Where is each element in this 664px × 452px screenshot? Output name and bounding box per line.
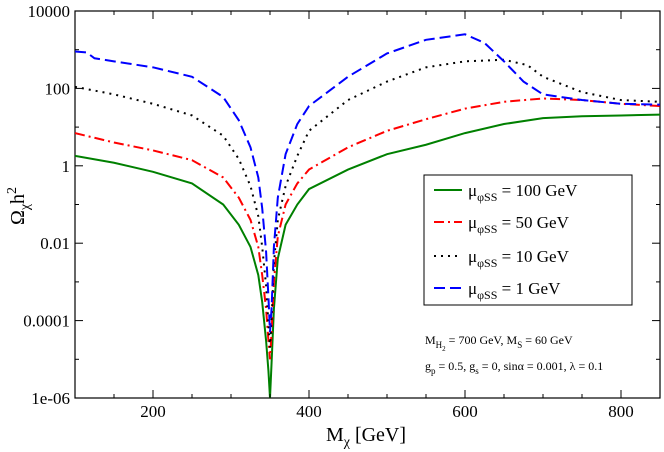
- annotation-line-2: gp = 0.5, gs = 0, sinα = 0.001, λ = 0.1: [425, 359, 603, 376]
- x-axis-label: Mχ [GeV]: [326, 424, 406, 450]
- annotation-line-1: MH2 = 700 GeV, MS = 60 GeV: [425, 333, 573, 353]
- series-line-0: [75, 113, 660, 398]
- x-tick-label: 400: [296, 402, 322, 421]
- y-tick-label: 0.01: [40, 234, 70, 253]
- y-tick-label: 10000: [28, 2, 71, 21]
- legend-box: [423, 174, 633, 306]
- series-line-3: [75, 33, 660, 333]
- y-axis-label-tail: h: [7, 194, 29, 204]
- y-tick-label: 1: [62, 157, 71, 176]
- x-tick-label: 600: [452, 402, 478, 421]
- legend: μφSS = 100 GeV μφSS = 50 GeV μφSS = 10 G…: [423, 174, 633, 306]
- y-tick-label: 0.0001: [23, 312, 70, 331]
- y-axis-label-sub: χ: [18, 203, 33, 211]
- x-axis-label-sub: χ: [343, 435, 351, 450]
- x-axis-label-base: M: [326, 424, 344, 446]
- y-tick-label: 100: [45, 79, 71, 98]
- legend-label-100: μφSS = 100 GeV: [468, 181, 578, 204]
- legend-label-50: μφSS = 50 GeV: [468, 213, 570, 236]
- y-tick-label: 1e-06: [31, 389, 70, 408]
- series-line-2: [75, 58, 660, 348]
- x-axis-label-unit: [GeV]: [355, 424, 406, 446]
- x-tick-label: 800: [608, 402, 634, 421]
- series-line-1: [75, 97, 660, 360]
- y-axis-label-base: Ω: [7, 210, 29, 225]
- y-axis-label: Ωχh2: [5, 187, 33, 225]
- x-tick-label: 200: [140, 402, 166, 421]
- y-axis-label-sup: 2: [5, 187, 20, 194]
- legend-label-1: μφSS = 1 GeV: [468, 279, 561, 302]
- legend-label-10: μφSS = 10 GeV: [468, 247, 570, 270]
